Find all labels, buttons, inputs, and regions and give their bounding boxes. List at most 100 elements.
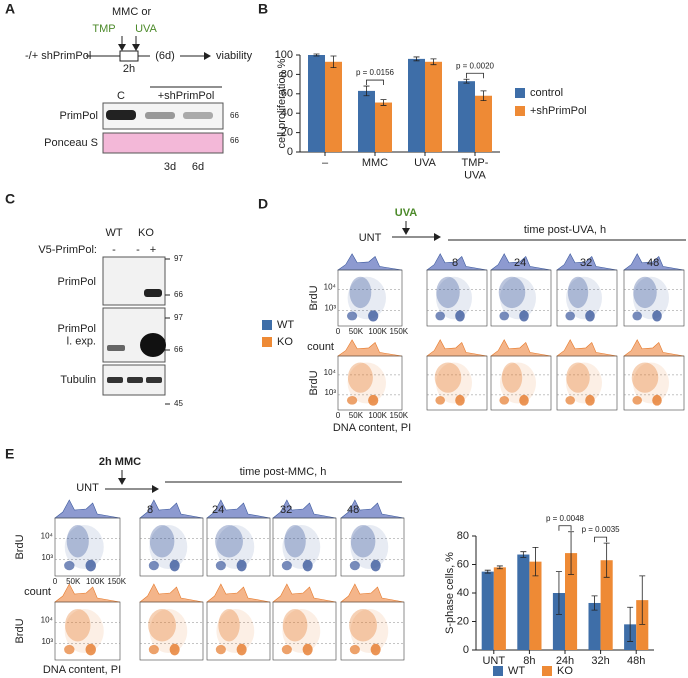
bar xyxy=(425,61,442,152)
legend-label: control xyxy=(530,87,563,99)
row-label: BrdU xyxy=(14,618,26,643)
histogram xyxy=(206,583,271,603)
lane-label: C xyxy=(117,90,125,102)
bar xyxy=(475,95,492,152)
cell-cloud xyxy=(66,524,89,558)
cell-cloud xyxy=(346,395,358,405)
histogram xyxy=(623,253,685,271)
cell-cloud xyxy=(350,608,389,654)
row-label: count xyxy=(307,341,334,353)
x-tick-label: UNT xyxy=(482,655,505,667)
marker-label: 97 xyxy=(174,254,183,263)
histogram xyxy=(139,499,204,519)
blot-a xyxy=(102,102,224,154)
significance-bracket xyxy=(366,79,384,86)
cell-cloud xyxy=(282,524,321,570)
condition-label: -/+ shPrimPol xyxy=(25,50,91,62)
timepoint-label: 3d xyxy=(164,161,176,173)
cell-cloud xyxy=(85,559,96,572)
cell-cloud xyxy=(499,395,510,405)
cell-cloud xyxy=(169,643,180,656)
treatment-label: 2h MMC xyxy=(99,456,141,468)
y-tick-label: 10³ xyxy=(324,388,336,397)
marker-label: 66 xyxy=(174,290,183,299)
y-tick-label: 60 xyxy=(281,88,293,100)
lane-label: - xyxy=(136,244,140,256)
cell-cloud xyxy=(215,560,226,571)
marker-label: 66 xyxy=(230,136,239,145)
treatment-label: UVA xyxy=(395,207,417,219)
flow-frame xyxy=(623,355,685,411)
cell-cloud xyxy=(501,362,523,393)
untreated-label: UNT xyxy=(359,232,382,244)
flow-frame xyxy=(340,517,405,577)
bar xyxy=(308,55,325,152)
histogram xyxy=(272,499,337,519)
error-bar xyxy=(413,56,420,62)
schematic-a xyxy=(86,36,222,88)
cell-cloud xyxy=(347,362,386,404)
bar xyxy=(481,571,494,650)
cell-cloud xyxy=(218,608,240,642)
x-tick-label: MMC xyxy=(362,157,388,169)
cell-cloud xyxy=(64,524,104,570)
row-label: Tubulin xyxy=(60,374,96,386)
cell-cloud xyxy=(585,394,595,406)
y-tick-label: 0 xyxy=(287,146,293,158)
error-bar xyxy=(627,606,634,642)
flow-frame xyxy=(54,601,121,661)
time-title: time post-MMC, h xyxy=(240,466,327,478)
y-tick-label: 100 xyxy=(275,49,293,61)
treatment-label: TMP xyxy=(92,23,115,35)
legend-swatch xyxy=(262,337,272,347)
significance-bracket xyxy=(466,72,484,79)
cell-cloud xyxy=(500,362,536,404)
x-tick-label: 50K xyxy=(66,577,81,586)
legend-swatch xyxy=(493,666,503,676)
cell-cloud xyxy=(149,524,188,570)
cell-cloud xyxy=(436,276,460,309)
cell-cloud xyxy=(65,608,91,642)
cell-cloud xyxy=(346,311,358,321)
cell-cloud xyxy=(236,643,247,656)
cell-cloud xyxy=(347,362,373,393)
x-tick-label: 50K xyxy=(349,411,364,420)
row-label: PrimPol l. exp. xyxy=(57,323,96,348)
row-label: BrdU xyxy=(14,534,26,559)
time-label: 8 xyxy=(452,257,458,269)
bar xyxy=(529,561,542,650)
histogram xyxy=(340,583,405,603)
cell-cloud xyxy=(216,524,255,570)
time-label: 32 xyxy=(580,257,592,269)
cell-cloud xyxy=(632,395,642,405)
cell-cloud xyxy=(284,524,306,558)
timeline xyxy=(105,221,686,493)
panel-label: E xyxy=(5,446,14,462)
x-tick-label: 8h xyxy=(523,655,535,667)
bar xyxy=(325,61,342,152)
y-tick-label: 60 xyxy=(457,558,469,570)
flow-frame xyxy=(139,517,204,577)
bar xyxy=(517,554,530,650)
legend-label: KO xyxy=(277,336,293,348)
p-value: p = 0.0020 xyxy=(456,61,495,70)
y-tick-label: 10³ xyxy=(41,637,53,646)
panel-label: D xyxy=(258,196,268,212)
cell-cloud xyxy=(567,276,589,309)
row-label: BrdU xyxy=(308,285,320,310)
cell-cloud xyxy=(349,276,372,309)
x-tick-label: 48h xyxy=(627,655,645,667)
histogram xyxy=(426,339,488,357)
cell-cloud xyxy=(565,311,575,321)
histogram xyxy=(623,339,685,357)
y-tick-label: 10⁴ xyxy=(324,368,337,377)
y-tick-label: 80 xyxy=(281,68,293,80)
flow-frame xyxy=(139,601,204,661)
error-bar xyxy=(363,85,370,97)
panel-label: C xyxy=(5,191,15,207)
histogram xyxy=(206,499,271,519)
legend-label: WT xyxy=(508,665,525,677)
cell-cloud xyxy=(64,560,75,571)
error-bar xyxy=(480,90,487,101)
